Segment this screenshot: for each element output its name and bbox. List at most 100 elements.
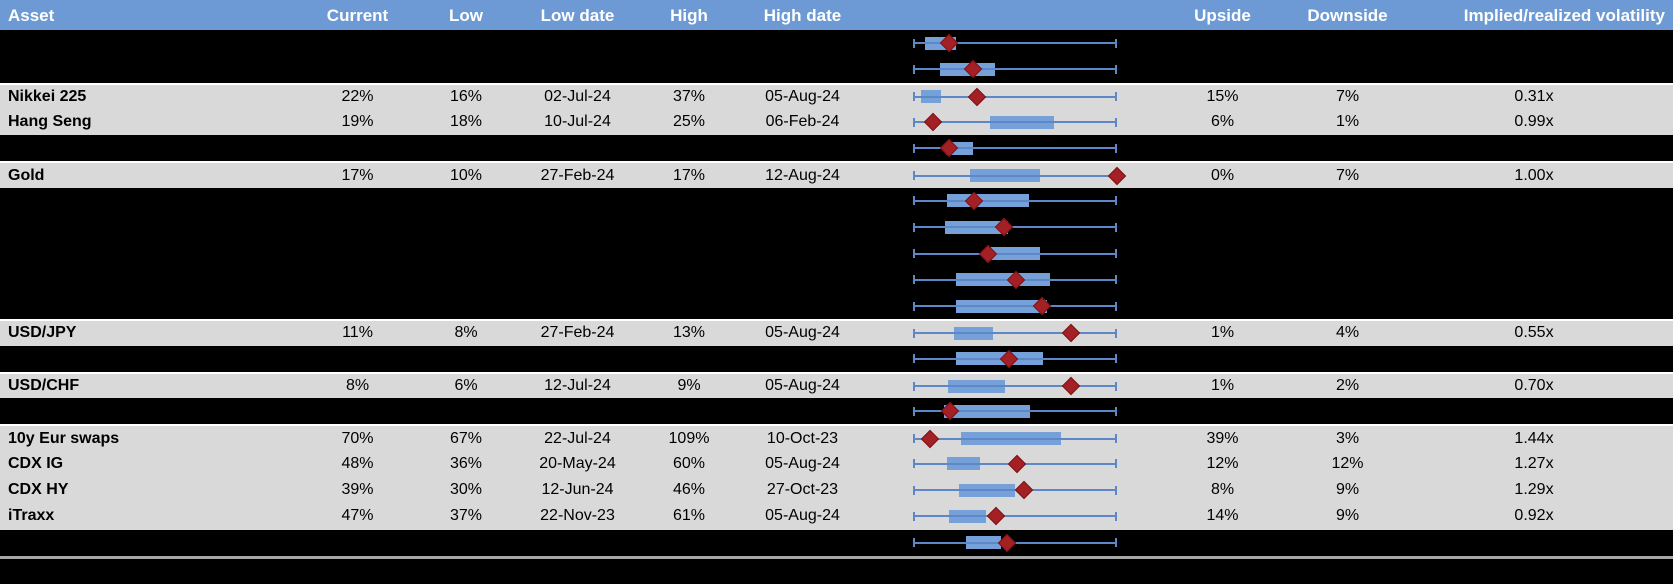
whisker-right-cap (1115, 511, 1117, 521)
range-whisker-plot (913, 56, 1117, 82)
whisker-line (913, 42, 1117, 45)
range-whisker-plot (913, 451, 1117, 477)
cell-low-date: 10-Jul-24 (544, 113, 611, 131)
whisker-left-cap (913, 249, 915, 259)
cell-low: 6% (454, 377, 478, 394)
column-header-downside: Downside (1307, 5, 1388, 25)
cell-high: 109% (668, 429, 710, 447)
hidden-row (0, 187, 1673, 215)
cell-downside: 9% (1335, 507, 1360, 525)
table-row: CDX IG 48% 36% 20-May-24 60% 05-Aug-24 1… (0, 450, 1673, 478)
column-header-low: Low (449, 5, 483, 25)
column-header-current: Current (326, 5, 389, 25)
hidden-row (0, 30, 1673, 57)
cell-implied-realized-volatility: 1.44x (1514, 429, 1554, 447)
range-whisker-plot (913, 477, 1117, 503)
column-header-high: High (670, 5, 708, 25)
cell-implied-realized-volatility: 0.92x (1514, 507, 1554, 525)
cell-upside: 15% (1206, 87, 1239, 105)
cell-implied-realized-volatility: 0.31x (1514, 87, 1554, 105)
cell-downside: 12% (1331, 454, 1364, 472)
cell-low: 67% (449, 429, 483, 447)
range-whisker-plot (913, 163, 1127, 187)
cell-implied-realized-volatility: 1.27x (1514, 454, 1554, 472)
range-whisker-plot (913, 30, 1117, 56)
column-header-upside: Upside (1194, 5, 1251, 25)
hidden-row (0, 56, 1673, 83)
whisker-left-cap (913, 38, 915, 48)
range-whisker-plot (913, 214, 1117, 240)
cell-asset: 10y Eur swaps (8, 429, 120, 447)
cell-downside: 4% (1335, 324, 1360, 342)
whisker-left-cap (913, 485, 915, 495)
range-whisker-plot (913, 135, 1117, 161)
current-level-diamond-icon (1107, 166, 1127, 185)
range-plot-cell (860, 56, 1145, 82)
cell-low-date: 27-Feb-24 (540, 324, 615, 342)
cell-implied-realized-volatility: 0.99x (1514, 113, 1554, 131)
range-plot-cell (860, 293, 1145, 319)
cell-current: 47% (341, 507, 374, 525)
range-whisker-plot (913, 426, 1117, 450)
whisker-left-cap (913, 354, 915, 364)
table-row: USD/JPY 11% 8% 27-Feb-24 13% 05-Aug-24 1… (0, 319, 1673, 346)
hidden-row (0, 529, 1673, 556)
column-header-low-date: Low date (540, 5, 615, 25)
table-row: CDX HY 39% 30% 12-Jun-24 46% 27-Oct-23 8… (0, 477, 1673, 504)
cell-asset: CDX HY (8, 481, 69, 499)
whisker-left-cap (913, 301, 915, 311)
bottom-separator-line (0, 555, 1673, 559)
whisker-left-cap (913, 381, 915, 391)
whisker-line (913, 410, 1117, 413)
current-level-diamond-icon (986, 507, 1005, 526)
whisker-left-cap (913, 92, 915, 102)
whisker-line (913, 174, 1117, 177)
range-plot-cell (860, 451, 1145, 477)
bottom-black-band (0, 558, 1673, 584)
hidden-row (0, 266, 1673, 293)
whisker-line (913, 226, 1117, 229)
cell-low: 30% (449, 481, 483, 499)
whisker-line (913, 95, 1117, 98)
column-header-asset: Asset (8, 5, 55, 25)
cell-upside: 0% (1210, 166, 1235, 184)
range-plot-cell (860, 109, 1145, 135)
whisker-line (913, 199, 1117, 202)
cell-high-date: 12-Aug-24 (765, 166, 840, 184)
cell-high: 13% (672, 324, 706, 342)
current-level-diamond-icon (924, 112, 943, 132)
whisker-left-cap (913, 143, 915, 153)
cell-low-date: 27-Feb-24 (540, 166, 615, 184)
range-whisker-plot (913, 85, 1117, 109)
cell-low: 37% (449, 507, 483, 525)
range-plot-cell (860, 477, 1145, 503)
whisker-right-cap (1115, 64, 1117, 74)
range-whisker-plot (913, 321, 1117, 345)
column-header-implied-realized-volatility: Implied/realized volatility (1463, 5, 1665, 25)
cell-asset: CDX IG (8, 454, 64, 472)
whisker-left-cap (913, 275, 915, 285)
range-whisker-plot (913, 240, 1117, 266)
cell-upside: 14% (1206, 507, 1239, 525)
whisker-right-cap (1115, 92, 1117, 102)
range-whisker-plot (913, 374, 1117, 398)
range-plot-cell (860, 85, 1145, 109)
cell-asset: Gold (8, 166, 45, 184)
cell-low-date: 12-Jul-24 (544, 377, 611, 394)
whisker-left-cap (913, 459, 915, 469)
whisker-line (913, 252, 1117, 255)
whisker-right-cap (1115, 406, 1117, 416)
cell-high-date: 10-Oct-23 (766, 429, 839, 447)
cell-upside: 39% (1206, 429, 1239, 447)
cell-downside: 3% (1335, 429, 1360, 447)
range-plot-cell (860, 530, 1145, 556)
range-whisker-plot (913, 346, 1117, 372)
whisker-right-cap (1115, 196, 1117, 206)
whisker-line (913, 437, 1117, 440)
cell-upside: 12% (1206, 454, 1239, 472)
hidden-row (0, 345, 1673, 372)
hidden-row (0, 292, 1673, 320)
whisker-left-cap (913, 171, 915, 181)
whisker-line (913, 68, 1117, 71)
whisker-left-cap (913, 222, 915, 232)
